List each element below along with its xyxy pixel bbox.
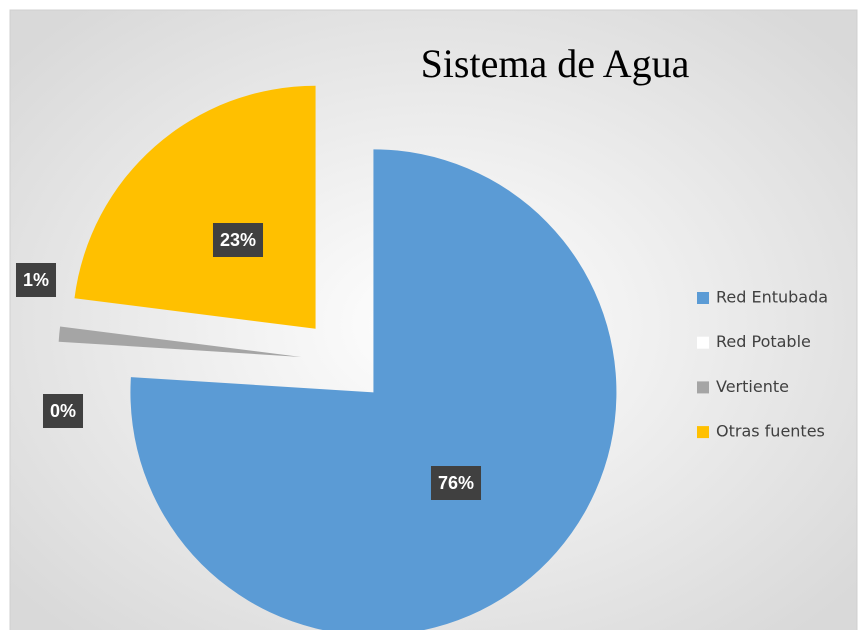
data-label: 23% [220,230,256,250]
legend-label: Red Potable [716,332,811,351]
pie-slice [74,85,316,329]
data-label-box [212,223,264,257]
data-label: 0% [50,401,76,421]
plot-area [58,85,617,630]
legend-swatch [697,336,709,349]
pie-slice [58,326,302,357]
data-label-box [15,263,57,297]
data-label: 1% [23,270,49,290]
legend-swatch [697,292,709,304]
legend-label: Otras fuentes [716,422,825,441]
legend-swatch [697,426,709,439]
chart-title: Sistema de Agua [421,41,690,86]
legend-label: Vertiente [716,377,789,396]
legend-swatch [697,381,709,394]
data-label-box [42,394,84,428]
pie-slice [130,149,617,630]
legend-label: Red Entubada [716,288,828,307]
data-label-box [430,466,482,500]
data-label: 76% [438,473,474,493]
